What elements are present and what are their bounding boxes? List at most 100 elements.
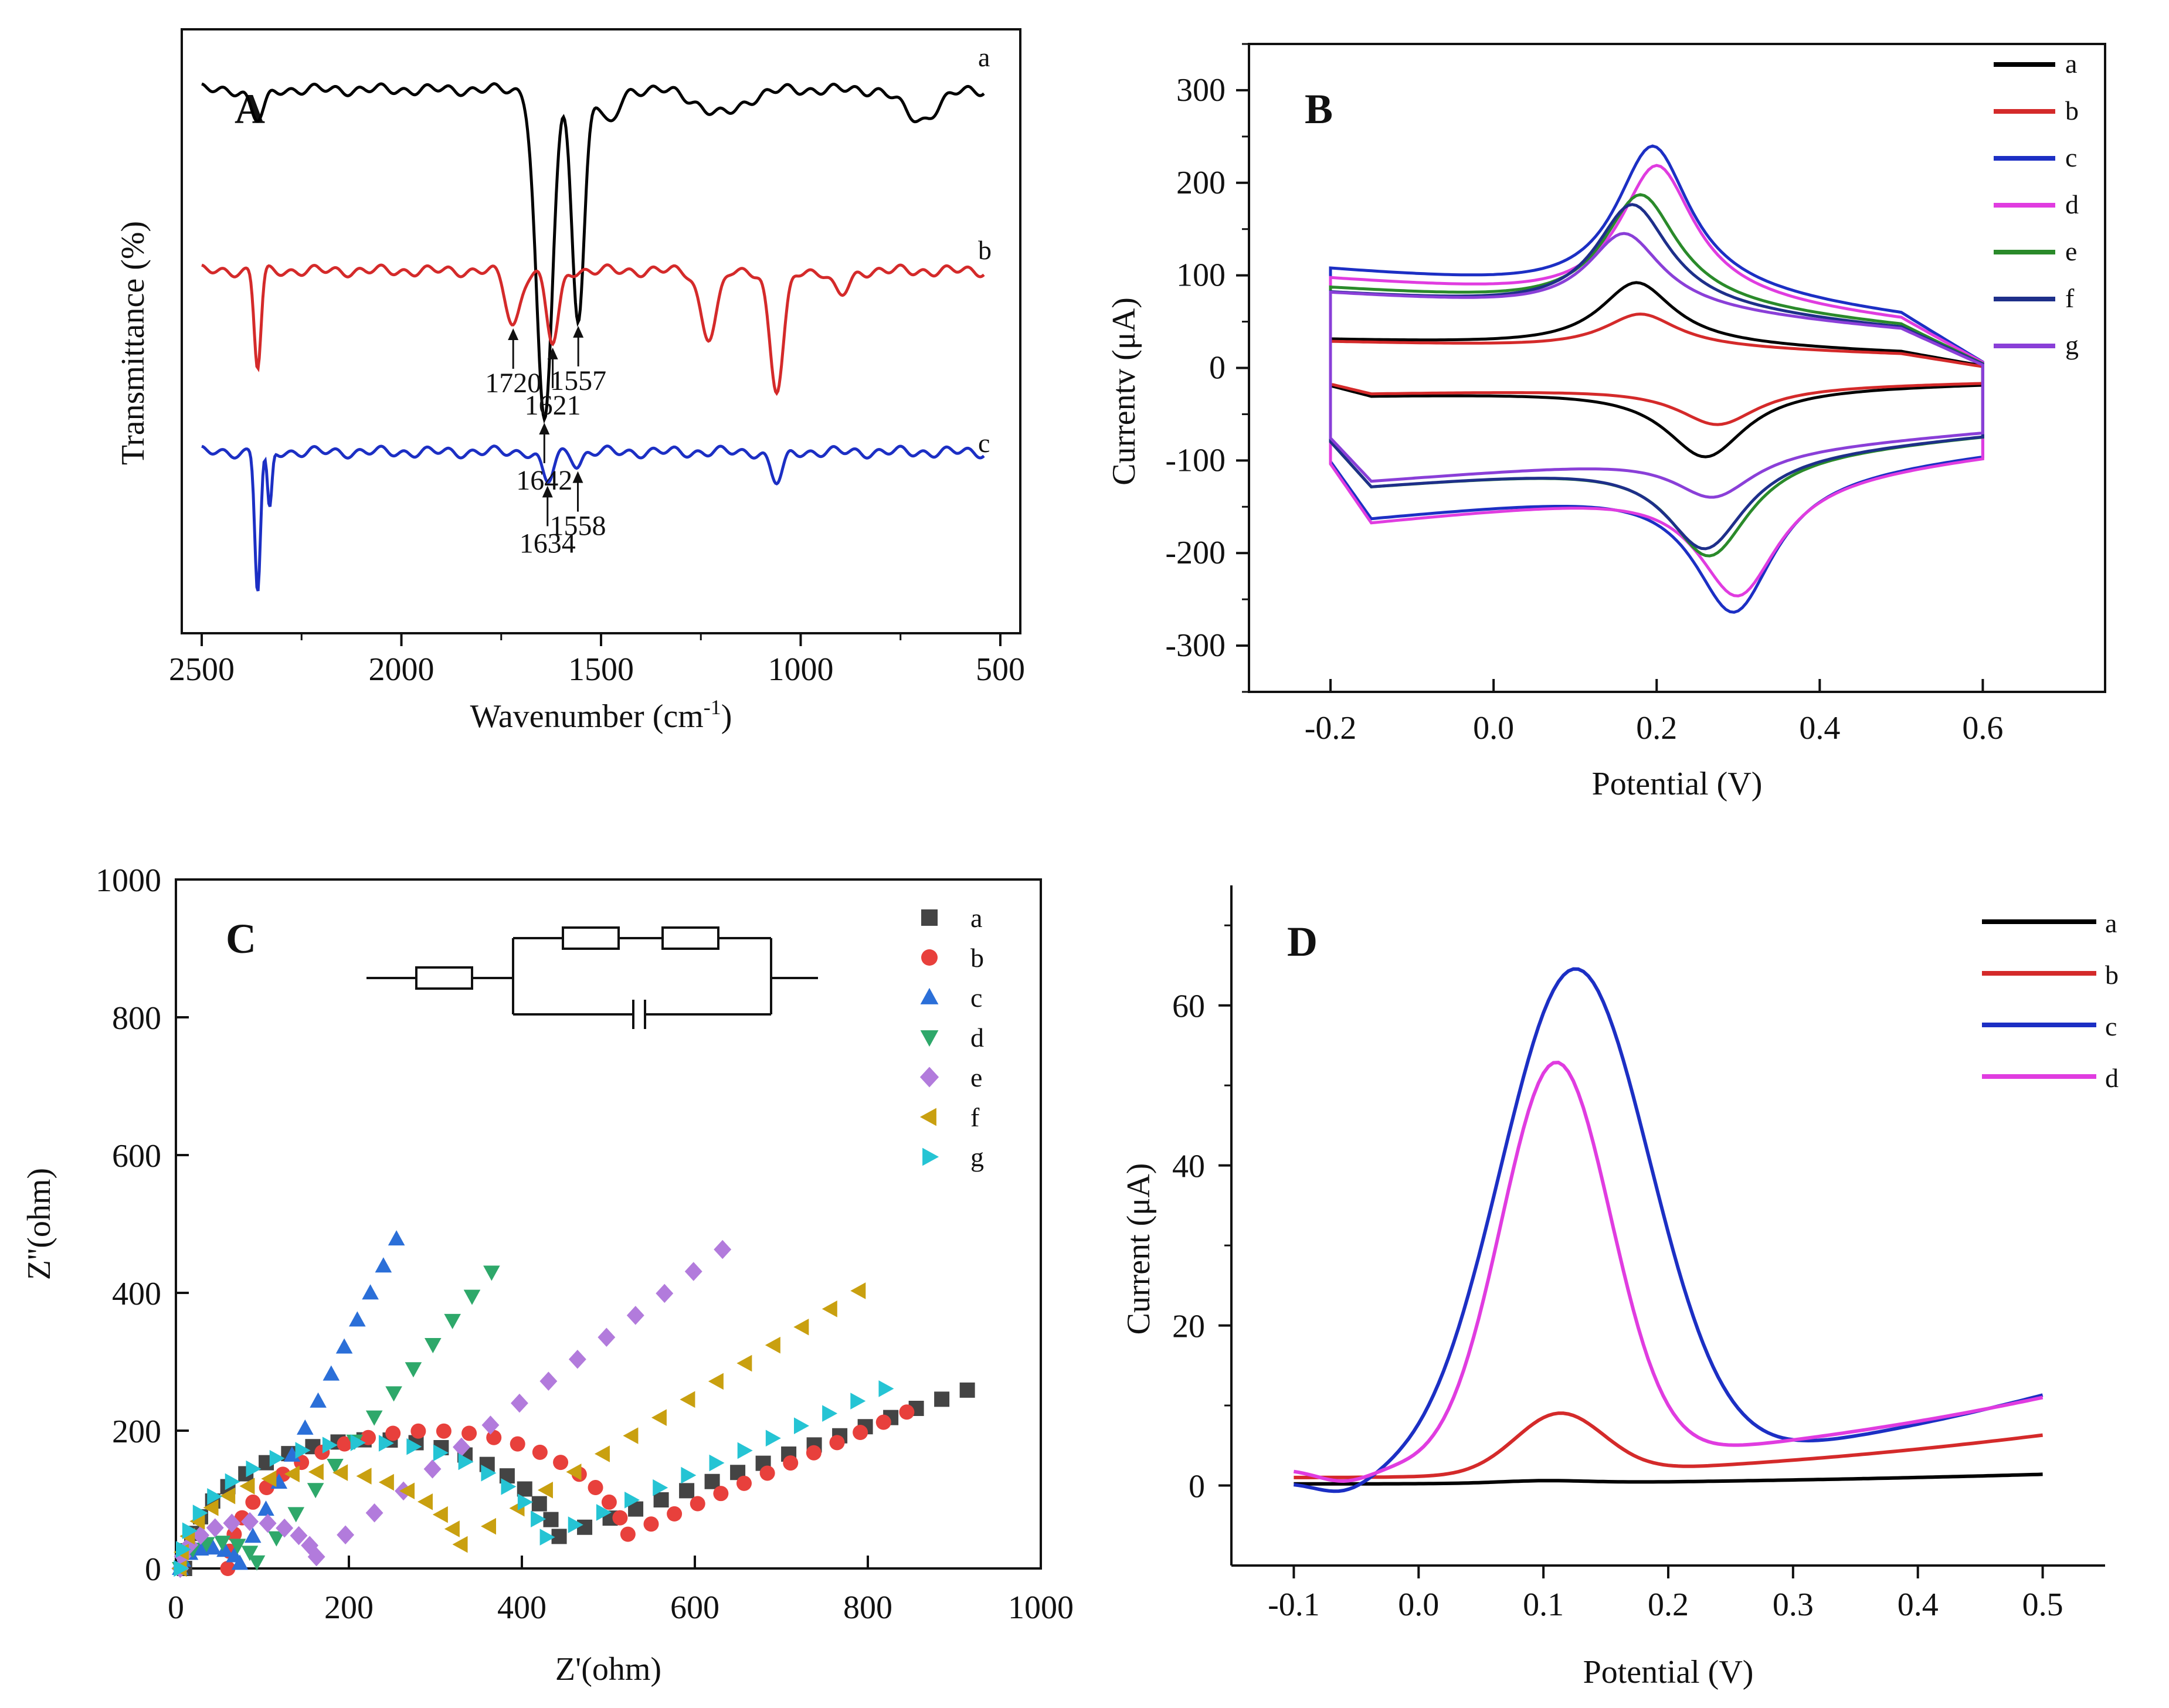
data-point — [229, 1539, 246, 1554]
legend-label-c: c — [970, 983, 982, 1013]
panel-d: D -0.1 0.0 0.1 0.2 0.3 0.4 0.5 0 20 40 60 Potential … — [1121, 885, 2119, 1690]
y-tick-label: 100 — [1176, 257, 1226, 294]
panel-b: B -0.2 0.0 0.2 0.4 0.6 -300 -200 -100 0 100 200 300 P… — [1106, 43, 2106, 802]
data-point — [759, 1465, 775, 1481]
legend-label-b: b — [2065, 96, 2079, 125]
data-point — [213, 1536, 231, 1551]
data-point — [220, 1561, 236, 1576]
data-point — [220, 1487, 236, 1505]
data-point — [269, 1449, 285, 1467]
legend-label-a: a — [2105, 908, 2117, 938]
equivalent-circuit-inset — [366, 926, 818, 1029]
data-point — [356, 1468, 372, 1485]
data-point — [192, 1540, 209, 1556]
x-tick-label: 200 — [324, 1590, 374, 1626]
x-tick-label: 1500 — [568, 651, 634, 688]
data-point — [388, 1230, 405, 1246]
data-point — [853, 1425, 868, 1441]
data-point — [453, 1437, 470, 1457]
data-point — [204, 1539, 222, 1555]
data-point — [216, 1541, 233, 1557]
data-point — [878, 1380, 894, 1397]
data-point — [307, 1547, 325, 1567]
series-g-points — [174, 1380, 894, 1577]
y-axis-label: Currentv (μA) — [1106, 297, 1142, 485]
data-point — [245, 1494, 261, 1510]
plot-frame — [181, 28, 1021, 634]
data-point — [517, 1481, 532, 1497]
series-a-line — [1294, 1472, 2043, 1486]
data-point — [959, 1382, 975, 1398]
y-tick-label: 400 — [112, 1276, 161, 1312]
data-point — [483, 1265, 500, 1281]
legend-label-e: e — [2065, 236, 2077, 266]
series-g-line — [1329, 232, 1984, 499]
data-point — [643, 1516, 659, 1532]
x-tick-label: 0.3 — [1773, 1587, 1814, 1623]
legend-label-a: a — [970, 903, 982, 933]
data-point — [203, 1499, 219, 1516]
data-point — [588, 1480, 603, 1496]
y-tick-label: 600 — [112, 1138, 161, 1174]
y-tick-label: 200 — [112, 1414, 161, 1450]
data-point — [680, 1391, 695, 1408]
x-tick-label: 0.0 — [1398, 1587, 1439, 1623]
data-point — [182, 1522, 198, 1539]
data-point — [206, 1518, 224, 1537]
peak-arrow-head — [573, 325, 584, 338]
y-tick-label: 200 — [1176, 165, 1226, 201]
data-point — [410, 1423, 426, 1439]
x-tick-label: 0.4 — [1898, 1587, 1939, 1623]
legend-label-d: d — [2065, 189, 2079, 219]
data-point — [308, 1463, 324, 1481]
data-point — [284, 1465, 300, 1483]
data-point — [510, 1393, 528, 1413]
series-c-line — [1329, 144, 1984, 614]
data-point — [568, 1349, 586, 1369]
data-point — [553, 1455, 569, 1471]
peak-arrow-head — [539, 422, 550, 434]
data-point — [378, 1473, 394, 1491]
data-point — [875, 1414, 891, 1430]
data-point — [241, 1512, 259, 1532]
data-point — [332, 1464, 348, 1481]
data-point — [709, 1454, 725, 1472]
y-tick-label: 800 — [112, 1000, 161, 1037]
data-point — [362, 1284, 379, 1300]
x-tick-label: 2000 — [369, 651, 435, 688]
data-point — [539, 1371, 558, 1391]
data-point — [783, 1455, 799, 1471]
data-point — [295, 1442, 311, 1459]
x-tick-label: 0.5 — [2022, 1587, 2063, 1623]
data-point — [452, 1536, 468, 1553]
data-point — [899, 1404, 915, 1420]
y-tick-label: -300 — [1165, 627, 1226, 664]
data-point — [433, 1444, 449, 1462]
y-tick-label: -100 — [1165, 442, 1226, 478]
x-tick-label: 0.0 — [1473, 710, 1514, 746]
y-axis-label: Z''(ohm) — [21, 1168, 57, 1280]
series-b-points — [220, 1404, 915, 1576]
data-point — [335, 1338, 353, 1354]
data-point — [543, 1512, 559, 1527]
legend-label-e: e — [970, 1062, 982, 1092]
data-point — [246, 1460, 262, 1478]
legend-label-c: c — [2065, 142, 2077, 172]
data-point — [822, 1405, 838, 1422]
data-point — [667, 1506, 683, 1522]
x-tick-label: 0.2 — [1648, 1587, 1689, 1623]
data-point — [405, 1362, 422, 1378]
peak-arrow-head — [547, 347, 558, 359]
data-point — [510, 1436, 525, 1452]
data-point — [481, 1517, 497, 1535]
data-point — [417, 1493, 433, 1510]
data-point — [322, 1437, 338, 1454]
data-point — [829, 1435, 845, 1451]
x-tick-label: 1000 — [768, 651, 833, 688]
data-point — [537, 1482, 553, 1499]
legend-label-g: g — [970, 1142, 984, 1172]
data-point — [681, 1466, 697, 1484]
data-point — [793, 1318, 809, 1336]
panel-label: D — [1287, 918, 1318, 965]
